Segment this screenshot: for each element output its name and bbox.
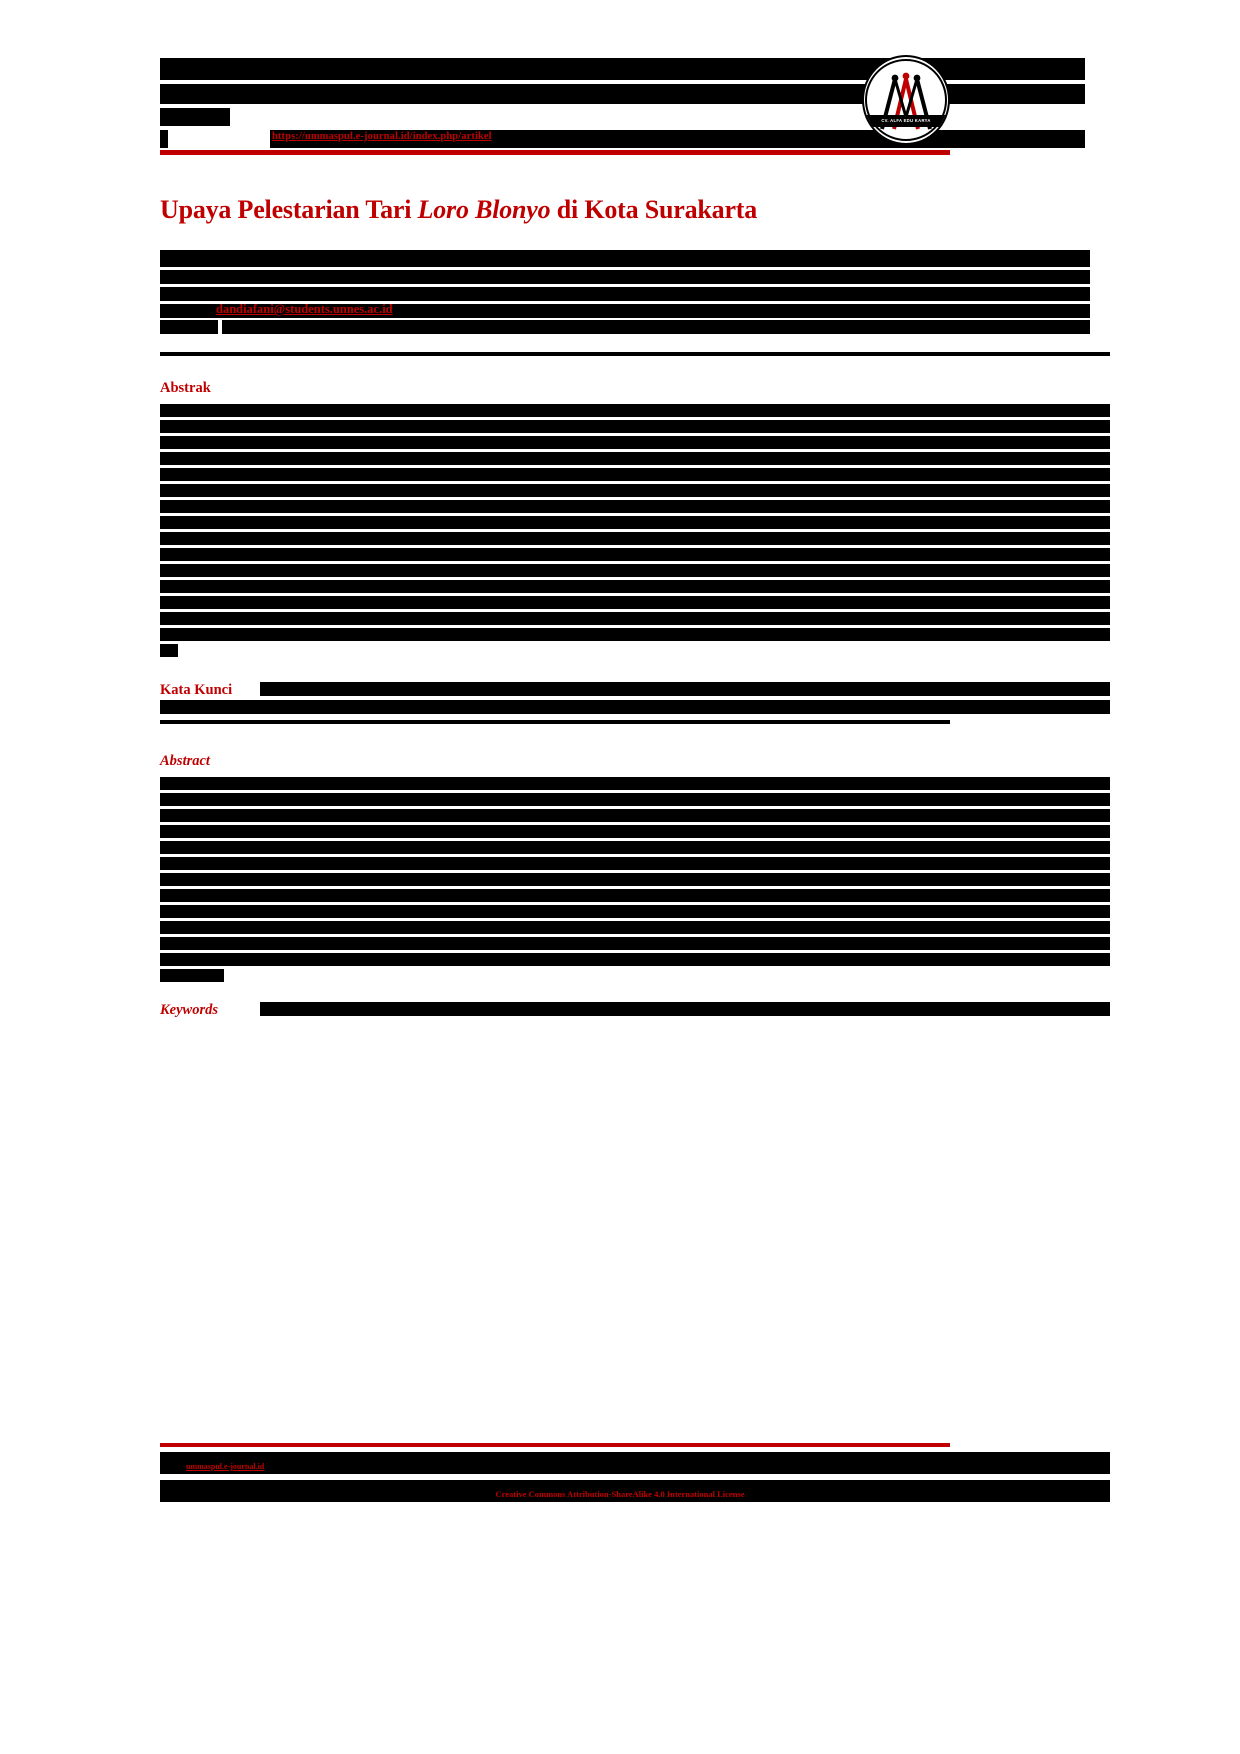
footer-license-text: Creative Commons Attribution-ShareAlike …: [495, 1489, 745, 1499]
footer-journal-link[interactable]: ummaspul.e-journal.id: [186, 1462, 265, 1471]
section-heading-kata-kunci: Kata Kunci: [160, 682, 233, 698]
abstrak-bottom-rule: [160, 720, 950, 724]
redacted-text-bar: [160, 825, 1110, 838]
redacted-text-bar: [160, 484, 1110, 497]
redacted-text-bar: [160, 793, 1110, 806]
redacted-text-bar: [160, 500, 1110, 513]
header-rule-red: [160, 150, 950, 155]
redacted-text-bar: [160, 873, 1110, 886]
title-before: Upaya Pelestarian Tari: [160, 195, 418, 225]
redacted-text-bar: [160, 905, 1110, 918]
redacted-text-bar: [160, 84, 1085, 104]
redacted-text-bar: [160, 420, 1110, 433]
redacted-text-bar: [160, 612, 1110, 625]
redacted-text-bar: [160, 969, 224, 982]
redacted-text-bar: [160, 809, 1110, 822]
redacted-text-bar: [160, 404, 1110, 417]
redacted-text-bar: [160, 889, 1110, 902]
section-heading-abstract: Abstract: [160, 753, 210, 769]
page-title: Upaya Pelestarian Tari Loro Blonyo di Ko…: [160, 193, 1090, 227]
redacted-text-bar: [160, 564, 1110, 577]
redacted-text-bar: [160, 548, 1110, 561]
redacted-text-bar: [160, 468, 1110, 481]
redacted-text-bar: [160, 516, 1110, 529]
redacted-text-bar: [260, 1002, 1110, 1016]
redacted-text-bar: [160, 857, 1110, 870]
redacted-text-bar: [160, 644, 178, 657]
redacted-text-bar: [160, 596, 1110, 609]
redacted-text-bar: [160, 452, 1110, 465]
redacted-text-bar: [160, 58, 1085, 80]
publisher-logo: CV. ALFA EDU KARYA: [862, 55, 950, 145]
redacted-text-bar: [160, 320, 218, 334]
redacted-text-bar: [222, 320, 1090, 334]
footer-redacted-bar: [160, 1452, 1110, 1474]
redacted-text-bar: [160, 921, 1110, 934]
redacted-text-bar: [160, 532, 1110, 545]
redacted-text-bar: [160, 700, 1110, 714]
abstrak-top-rule: [160, 352, 1110, 356]
section-heading-abstrak: Abstrak: [160, 380, 211, 396]
redacted-text-bar: [160, 628, 1110, 641]
title-italic-term: Loro Blonyo: [417, 195, 551, 225]
logo-band: CV. ALFA EDU KARYA: [864, 115, 948, 127]
redacted-text-bar: [160, 580, 1110, 593]
logo-mark-icon: [865, 59, 947, 141]
redacted-text-bar: [160, 841, 1110, 854]
redacted-text-bar: [160, 287, 1090, 301]
section-heading-keywords: Keywords: [160, 1002, 218, 1018]
corresponding-email-link[interactable]: dandiafani@students.unnes.ac.id: [216, 302, 393, 316]
redacted-text-bar: [260, 682, 1110, 696]
redacted-text-bar: [160, 250, 1090, 267]
redacted-text-bar: [160, 270, 1090, 284]
redacted-text-bar: [160, 436, 1110, 449]
redacted-text-bar: [160, 777, 1110, 790]
redacted-text-bar: [160, 937, 1110, 950]
redacted-text-bar: [160, 953, 1110, 966]
redacted-text-bar: [160, 108, 230, 126]
journal-url-link[interactable]: https://ummaspul.e-journal.id/index.php/…: [272, 131, 492, 142]
redacted-text-bar: [160, 304, 1090, 318]
footer-redacted-bar: [160, 1480, 1110, 1502]
title-after: di Kota Surakarta: [550, 195, 758, 225]
logo-oval-outline: CV. ALFA EDU KARYA: [862, 55, 950, 145]
footer-rule-red: [160, 1443, 950, 1447]
redacted-text-bar: [160, 130, 168, 148]
logo-band-text: CV. ALFA EDU KARYA: [881, 118, 931, 123]
